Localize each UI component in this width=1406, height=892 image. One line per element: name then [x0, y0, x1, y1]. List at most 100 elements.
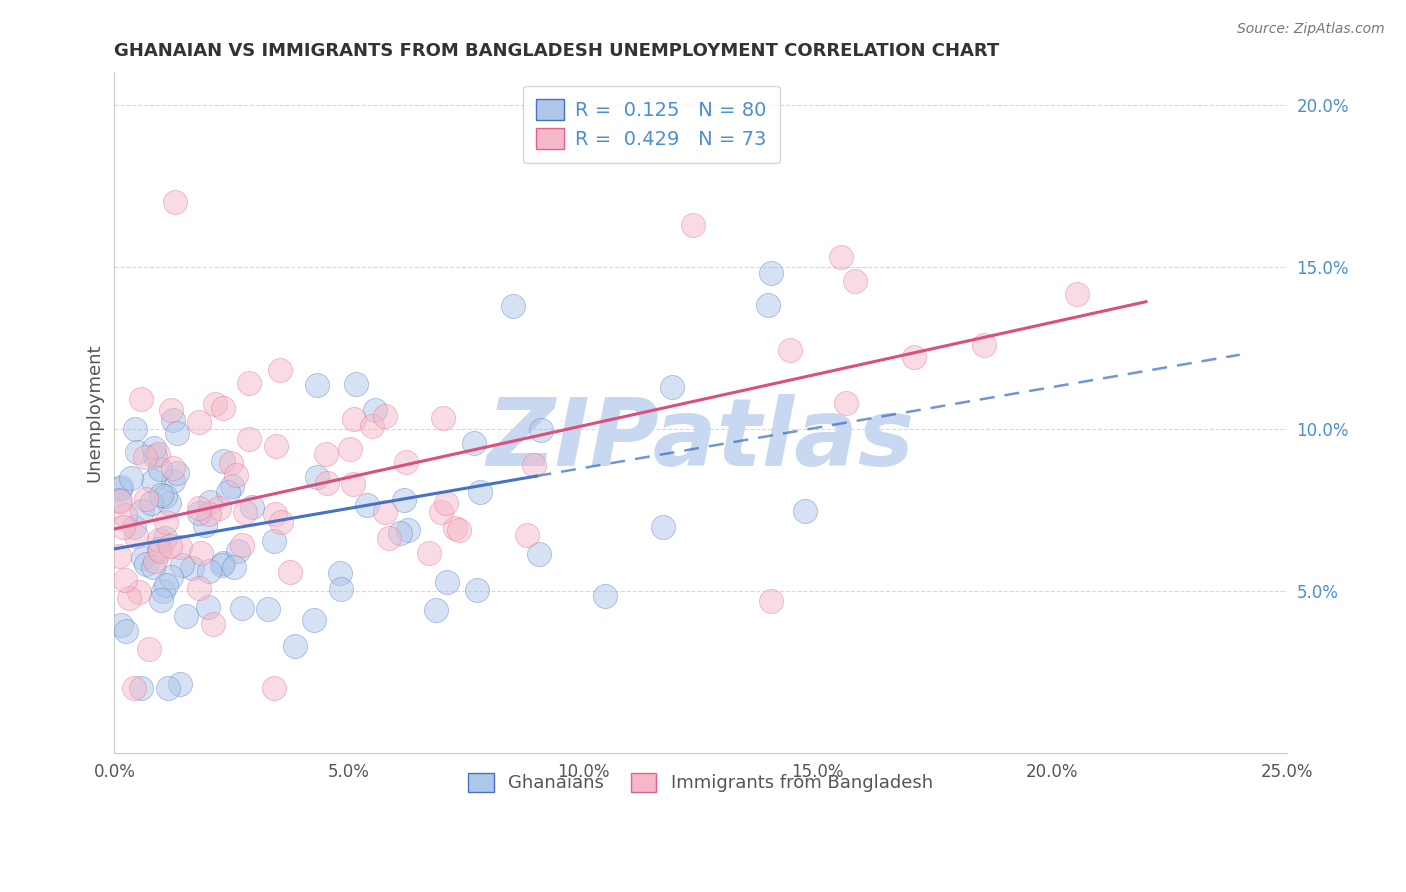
Point: [108, 549, 131, 563]
Point: [197, 565, 219, 579]
Point: [342, 476, 364, 491]
Point: [120, 471, 142, 485]
Point: [436, 496, 458, 510]
Point: [188, 415, 211, 429]
Point: [132, 550, 155, 565]
Point: [903, 350, 925, 364]
Point: [129, 392, 152, 406]
Point: [225, 468, 247, 483]
Point: [523, 458, 546, 472]
Point: [135, 492, 157, 507]
Text: Source: ZipAtlas.com: Source: ZipAtlas.com: [1237, 22, 1385, 37]
Point: [198, 507, 221, 521]
Point: [114, 508, 136, 523]
Point: [973, 337, 995, 351]
Point: [278, 565, 301, 579]
Point: [269, 362, 291, 376]
Point: [148, 533, 170, 547]
Point: [141, 496, 163, 510]
Point: [157, 496, 180, 510]
Point: [188, 506, 211, 520]
Point: [263, 507, 285, 521]
Point: [148, 541, 170, 556]
Point: [221, 479, 243, 493]
Point: [165, 194, 187, 209]
Point: [436, 574, 458, 589]
Point: [364, 403, 387, 417]
Point: [430, 505, 453, 519]
Point: [149, 544, 172, 558]
Point: [188, 501, 211, 516]
Point: [142, 560, 165, 574]
Point: [170, 558, 193, 573]
Point: [108, 492, 131, 507]
Point: [465, 582, 488, 597]
Point: [443, 521, 465, 535]
Point: [143, 449, 166, 463]
Point: [162, 413, 184, 427]
Point: [396, 523, 419, 537]
Point: [166, 466, 188, 480]
Point: [122, 520, 145, 534]
Point: [315, 475, 337, 490]
Point: [124, 422, 146, 436]
Point: [150, 593, 173, 607]
Point: [330, 582, 353, 597]
Point: [197, 599, 219, 614]
Point: [238, 432, 260, 446]
Point: [794, 504, 817, 518]
Point: [1066, 287, 1088, 301]
Point: [231, 539, 253, 553]
Point: [138, 641, 160, 656]
Point: [305, 378, 328, 392]
Point: [226, 544, 249, 558]
Point: [224, 559, 246, 574]
Point: [343, 412, 366, 426]
Point: [463, 436, 485, 450]
Point: [114, 574, 136, 588]
Point: [377, 531, 399, 545]
Point: [425, 603, 447, 617]
Point: [200, 495, 222, 509]
Point: [125, 445, 148, 459]
Point: [212, 454, 235, 468]
Point: [233, 505, 256, 519]
Point: [830, 250, 852, 264]
Text: GHANAIAN VS IMMIGRANTS FROM BANGLADESH UNEMPLOYMENT CORRELATION CHART: GHANAIAN VS IMMIGRANTS FROM BANGLADESH U…: [114, 42, 1000, 60]
Point: [530, 423, 553, 437]
Point: [162, 475, 184, 489]
Point: [231, 601, 253, 615]
Point: [142, 474, 165, 488]
Point: [190, 546, 212, 560]
Point: [162, 461, 184, 475]
Point: [779, 343, 801, 358]
Y-axis label: Unemployment: Unemployment: [86, 343, 103, 482]
Point: [315, 447, 337, 461]
Point: [166, 425, 188, 440]
Legend: Ghanaians, Immigrants from Bangladesh: Ghanaians, Immigrants from Bangladesh: [456, 760, 945, 805]
Point: [155, 489, 177, 503]
Point: [595, 590, 617, 604]
Point: [128, 585, 150, 599]
Point: [155, 578, 177, 592]
Point: [307, 470, 329, 484]
Point: [211, 401, 233, 415]
Point: [339, 442, 361, 456]
Point: [392, 493, 415, 508]
Point: [115, 624, 138, 638]
Point: [240, 500, 263, 515]
Point: [374, 505, 396, 519]
Point: [756, 298, 779, 312]
Point: [449, 524, 471, 538]
Point: [110, 617, 132, 632]
Point: [527, 547, 550, 561]
Point: [204, 397, 226, 411]
Point: [142, 441, 165, 455]
Point: [516, 527, 538, 541]
Point: [395, 455, 418, 469]
Point: [844, 274, 866, 288]
Point: [264, 439, 287, 453]
Point: [432, 411, 454, 425]
Point: [110, 481, 132, 495]
Point: [356, 498, 378, 512]
